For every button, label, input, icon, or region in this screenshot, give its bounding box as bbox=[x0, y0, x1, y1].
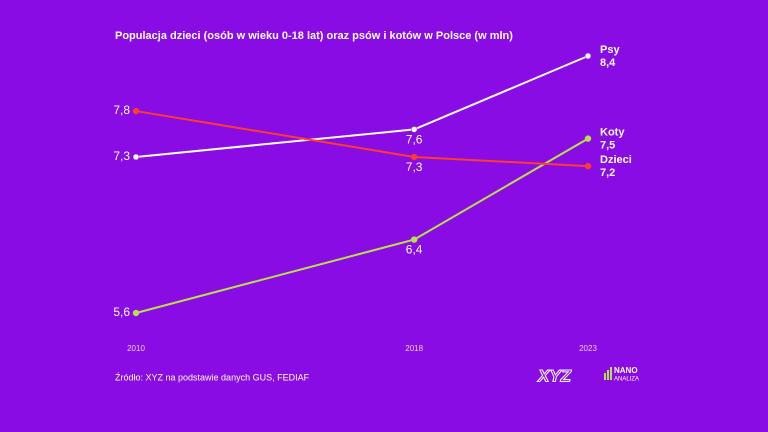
value-label: 7,8 bbox=[113, 103, 130, 117]
data-point bbox=[132, 309, 140, 317]
data-point bbox=[584, 162, 592, 170]
value-label: 7,3 bbox=[406, 160, 423, 174]
logo-bar bbox=[604, 373, 606, 380]
data-point bbox=[410, 153, 418, 161]
logo-bar bbox=[607, 370, 609, 380]
x-tick-label: 2018 bbox=[405, 344, 423, 353]
logo-analiza: ANALIZA bbox=[614, 377, 639, 383]
value-label: 7,5 bbox=[600, 140, 615, 152]
value-label: 7,6 bbox=[406, 133, 423, 147]
data-point bbox=[132, 107, 140, 115]
chart-title: Populacja dzieci (osób w wieku 0-18 lat)… bbox=[115, 30, 513, 42]
x-tick-label: 2023 bbox=[579, 344, 597, 353]
value-label: 7,3 bbox=[113, 149, 130, 163]
x-tick-label: 2010 bbox=[127, 344, 145, 353]
logo-bar bbox=[610, 367, 612, 380]
source: Źródło: XYZ na podstawie danych GUS, FED… bbox=[115, 372, 310, 382]
data-point bbox=[584, 135, 592, 142]
data-point bbox=[410, 126, 418, 133]
series-name: Dzieci bbox=[600, 154, 632, 166]
logo-nano-bars bbox=[604, 367, 612, 380]
value-label: 6,4 bbox=[406, 243, 423, 257]
logo-nano: NANO bbox=[614, 366, 638, 375]
value-label: 5,6 bbox=[113, 305, 130, 319]
value-label: 8,4 bbox=[600, 57, 616, 69]
data-point bbox=[410, 236, 418, 243]
logo-xyz: XYZ bbox=[537, 366, 572, 385]
value-label: 7,2 bbox=[600, 167, 615, 179]
series-name: Psy bbox=[600, 44, 620, 56]
data-point bbox=[132, 153, 140, 161]
data-point bbox=[584, 52, 592, 60]
series-name: Koty bbox=[600, 127, 625, 139]
